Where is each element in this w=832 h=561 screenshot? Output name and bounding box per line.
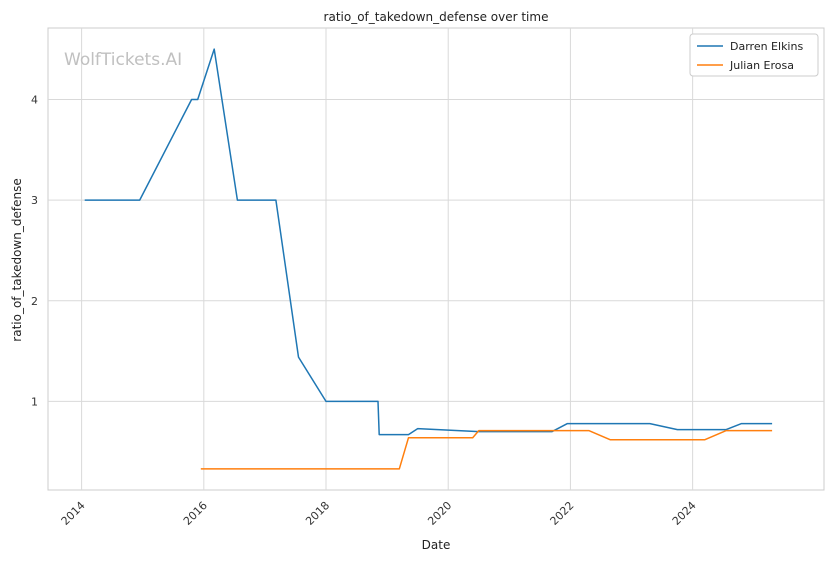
y-tick-label: 4 (31, 93, 38, 106)
y-tick-label: 3 (31, 194, 38, 207)
x-tick-label: 2014 (59, 499, 88, 528)
legend: Darren Elkins Julian Erosa (689, 33, 819, 77)
grid (48, 28, 824, 490)
x-tick-label: 2024 (670, 499, 699, 528)
x-tick-label: 2016 (181, 499, 210, 528)
series-line-1 (200, 429, 773, 470)
x-tick-label: 2022 (548, 499, 577, 528)
legend-label: Darren Elkins (730, 40, 803, 53)
y-axis-label: ratio_of_takedown_defense (10, 178, 24, 341)
y-tick-label: 1 (31, 395, 38, 408)
series-lines (84, 48, 773, 470)
y-axis-ticks: 1 2 3 4 (31, 93, 38, 408)
legend-label: Julian Erosa (729, 59, 794, 72)
plot-area (47, 27, 825, 491)
series-line-0 (84, 48, 773, 436)
x-tick-label: 2020 (425, 499, 454, 528)
watermark: WolfTickets.AI (64, 50, 182, 70)
x-axis-ticks: 2014 2016 2018 2020 2022 2024 (59, 499, 699, 528)
chart-title: ratio_of_takedown_defense over time (324, 10, 549, 24)
x-tick-label: 2018 (303, 499, 332, 528)
y-tick-label: 2 (31, 295, 38, 308)
x-axis-label: Date (422, 538, 451, 552)
